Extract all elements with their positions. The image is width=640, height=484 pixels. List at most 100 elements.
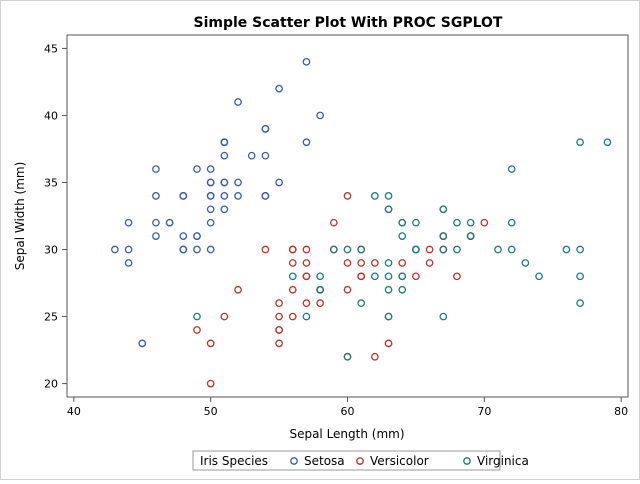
point-virginica — [562, 245, 571, 254]
point-versicolor — [288, 259, 297, 267]
point-versicolor — [357, 259, 366, 267]
point-virginica — [398, 272, 407, 281]
point-virginica — [576, 299, 584, 307]
point-setosa — [302, 138, 311, 147]
point-virginica — [576, 245, 584, 254]
point-virginica — [603, 138, 612, 147]
legend-label-virginica: Virginica — [477, 454, 529, 468]
point-virginica — [576, 272, 584, 281]
point-versicolor — [261, 245, 270, 254]
point-setosa — [206, 165, 215, 173]
point-versicolor — [275, 312, 283, 321]
point-virginica — [357, 245, 366, 254]
point-setosa — [179, 232, 188, 240]
point-virginica — [384, 272, 393, 281]
point-setosa — [124, 218, 133, 227]
x-tick-label: 40 — [67, 405, 81, 418]
point-setosa — [152, 218, 160, 227]
point-setosa — [206, 218, 215, 227]
point-setosa — [111, 245, 119, 254]
point-setosa — [152, 232, 160, 240]
point-virginica — [439, 232, 448, 240]
point-virginica — [535, 272, 543, 281]
x-tick-label: 50 — [204, 405, 218, 418]
y-tick-label: 40 — [44, 109, 58, 122]
legend-label-setosa: Setosa — [304, 454, 345, 468]
point-setosa — [179, 192, 188, 200]
legend-box — [192, 450, 501, 471]
point-setosa — [124, 245, 133, 254]
point-virginica — [453, 218, 461, 227]
point-virginica — [316, 285, 324, 294]
point-setosa — [247, 151, 256, 160]
y-tick-label: 25 — [44, 311, 58, 324]
legend: Iris Species Setosa Versicolor Virginica — [192, 450, 529, 471]
point-virginica — [357, 299, 366, 307]
point-virginica — [193, 312, 201, 321]
point-setosa — [206, 192, 215, 200]
point-virginica — [576, 138, 584, 147]
point-versicolor — [275, 326, 283, 334]
data-points — [111, 57, 612, 388]
point-virginica — [507, 218, 516, 227]
point-setosa — [234, 192, 242, 200]
point-versicolor — [275, 339, 283, 348]
point-virginica — [371, 192, 379, 200]
point-versicolor — [371, 259, 379, 267]
point-setosa — [261, 125, 270, 133]
point-versicolor — [220, 312, 229, 321]
point-versicolor — [302, 272, 311, 281]
point-versicolor — [425, 259, 434, 267]
y-tick-label: 35 — [44, 176, 58, 189]
point-versicolor — [480, 218, 489, 227]
x-tick-label: 70 — [477, 405, 491, 418]
point-virginica — [521, 259, 530, 267]
point-setosa — [165, 218, 174, 227]
chart-title: Simple Scatter Plot With PROC SGPLOT — [194, 15, 503, 31]
legend-marker-virginica — [463, 457, 471, 465]
point-versicolor — [316, 299, 324, 307]
point-virginica — [507, 165, 516, 173]
point-virginica — [412, 218, 420, 227]
point-versicolor — [275, 299, 283, 307]
legend-label-versicolor: Versicolor — [370, 454, 429, 468]
point-setosa — [193, 232, 201, 240]
point-setosa — [124, 259, 133, 267]
x-tick-label: 60 — [341, 405, 355, 418]
point-versicolor — [343, 285, 352, 294]
point-setosa — [275, 178, 283, 187]
point-setosa — [316, 111, 324, 120]
point-setosa — [193, 245, 201, 254]
point-virginica — [439, 205, 448, 214]
point-setosa — [302, 57, 311, 66]
point-setosa — [220, 205, 229, 214]
point-virginica — [329, 245, 338, 254]
point-virginica — [412, 245, 420, 254]
point-versicolor — [453, 272, 461, 281]
point-setosa — [152, 165, 160, 173]
point-virginica — [398, 285, 407, 294]
point-versicolor — [384, 339, 393, 348]
point-versicolor — [302, 259, 311, 267]
point-virginica — [302, 312, 311, 321]
point-setosa — [220, 151, 229, 160]
point-virginica — [371, 272, 379, 281]
point-versicolor — [329, 218, 338, 227]
point-setosa — [206, 245, 215, 254]
point-setosa — [275, 84, 283, 93]
point-setosa — [193, 165, 201, 173]
point-setosa — [234, 178, 242, 187]
point-virginica — [384, 259, 393, 267]
point-setosa — [220, 192, 229, 200]
point-versicolor — [193, 326, 201, 334]
point-setosa — [179, 245, 188, 254]
point-virginica — [439, 245, 448, 254]
point-virginica — [398, 218, 407, 227]
point-setosa — [138, 339, 147, 348]
point-versicolor — [357, 272, 366, 281]
point-virginica — [384, 205, 393, 214]
point-virginica — [288, 272, 297, 281]
point-versicolor — [343, 259, 352, 267]
